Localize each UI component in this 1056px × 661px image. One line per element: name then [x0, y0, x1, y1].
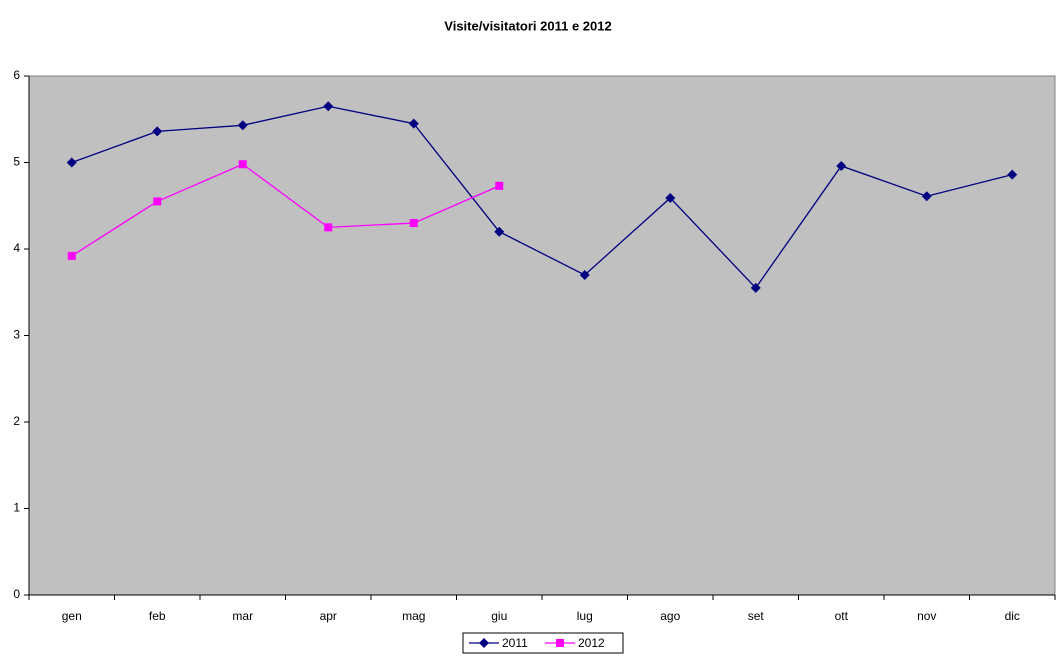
y-tick-label: 5	[13, 155, 20, 169]
data-point	[921, 191, 932, 202]
x-tick-label: giu	[491, 609, 507, 623]
legend-box	[462, 632, 624, 654]
x-tick-label: gen	[62, 609, 82, 623]
data-point	[152, 126, 163, 137]
legend-label: 2011	[502, 636, 528, 650]
x-tick-label: mag	[402, 609, 425, 623]
x-tick-label: apr	[320, 609, 337, 623]
legend-marker	[479, 638, 489, 648]
data-point	[237, 120, 248, 131]
data-point	[665, 192, 676, 203]
x-tick-label: set	[748, 609, 765, 623]
x-tick-label: lug	[577, 609, 593, 623]
x-tick-label: dic	[1005, 609, 1020, 623]
data-point	[409, 219, 418, 228]
legend: 2011 2012	[462, 632, 624, 654]
y-tick-label: 1	[13, 501, 20, 515]
data-point	[153, 197, 162, 206]
data-point	[323, 101, 334, 112]
data-point	[238, 160, 247, 169]
data-point	[750, 282, 761, 293]
data-point	[1007, 169, 1018, 180]
y-tick-label: 0	[13, 587, 20, 601]
y-tick-label: 4	[13, 241, 20, 255]
y-tick-label: 3	[13, 328, 20, 342]
plot-area	[28, 75, 1056, 596]
chart-title: Visite/visitatori 2011 e 2012	[444, 18, 611, 33]
data-point	[495, 181, 504, 190]
x-tick-label: nov	[917, 609, 936, 623]
x-tick-label: ago	[660, 609, 680, 623]
data-point	[66, 157, 77, 168]
x-tick-label: mar	[232, 609, 253, 623]
data-point	[494, 226, 505, 237]
series-line	[71, 105, 1013, 289]
data-point	[836, 160, 847, 171]
data-point	[324, 223, 333, 232]
y-tick-label: 6	[13, 68, 20, 82]
legend-marker	[556, 639, 564, 647]
y-tick-label: 2	[13, 414, 20, 428]
series-line	[71, 163, 500, 257]
x-tick-label: ott	[835, 609, 849, 623]
data-point	[67, 251, 76, 260]
legend-label: 2012	[578, 636, 605, 650]
x-tick-label: feb	[149, 609, 166, 623]
data-point	[408, 118, 419, 129]
data-point	[579, 269, 590, 280]
